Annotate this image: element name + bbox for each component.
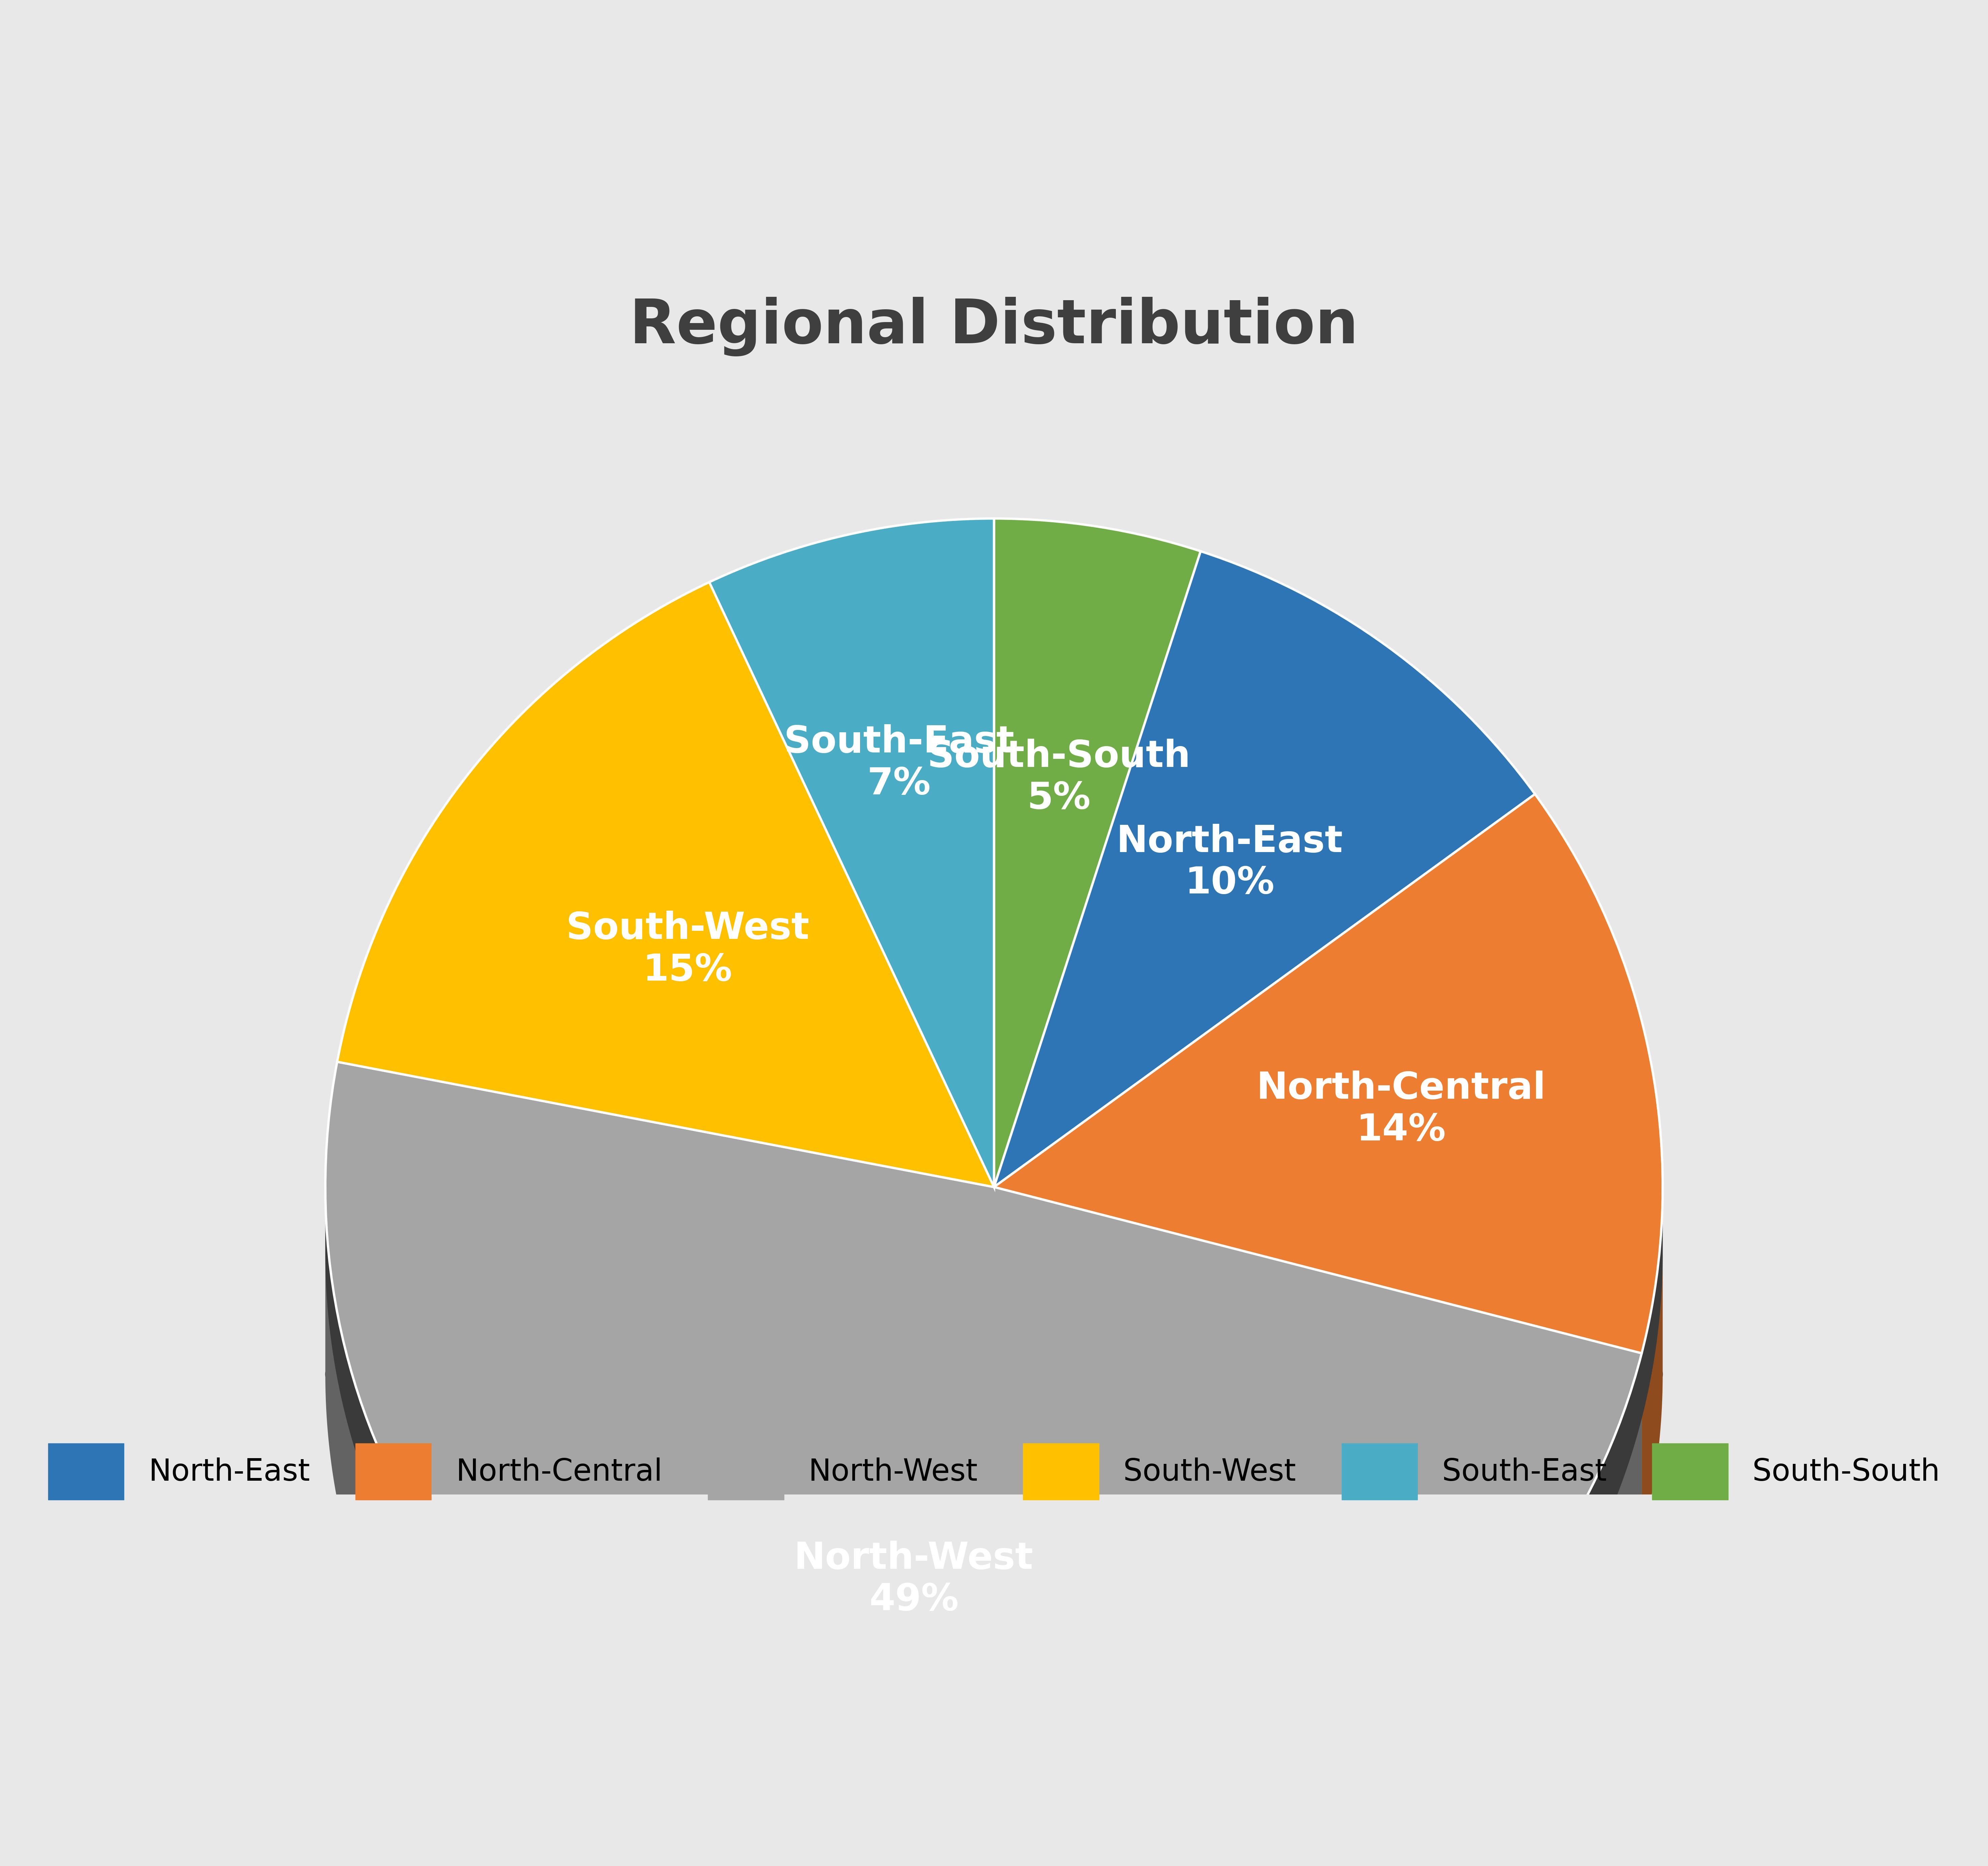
Wedge shape xyxy=(994,550,1535,1187)
Title: Regional Distribution: Regional Distribution xyxy=(630,297,1358,356)
Wedge shape xyxy=(326,1062,1642,1855)
Text: North-West
49%: North-West 49% xyxy=(793,1541,1034,1618)
Polygon shape xyxy=(326,1191,1642,1866)
Polygon shape xyxy=(326,1293,1662,1454)
Wedge shape xyxy=(338,582,994,1187)
Text: North-Central
14%: North-Central 14% xyxy=(1256,1071,1547,1148)
Text: South-West
15%: South-West 15% xyxy=(567,911,809,989)
Polygon shape xyxy=(1642,1187,1662,1541)
Wedge shape xyxy=(710,519,994,1187)
Text: North-East
10%: North-East 10% xyxy=(1117,823,1344,901)
Text: South-South
5%: South-South 5% xyxy=(926,739,1191,817)
Text: South-East
7%: South-East 7% xyxy=(783,724,1014,802)
Polygon shape xyxy=(326,1187,1662,1866)
Legend: North-East, North-Central, North-West, South-West, South-East, South-South: North-East, North-Central, North-West, S… xyxy=(24,1418,1964,1525)
Wedge shape xyxy=(994,519,1201,1187)
Wedge shape xyxy=(994,795,1662,1353)
